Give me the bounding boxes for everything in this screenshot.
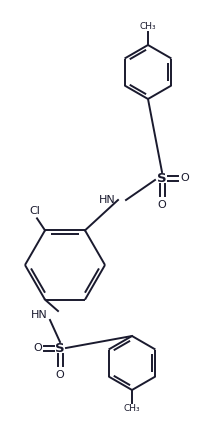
Text: CH₃: CH₃ bbox=[124, 404, 140, 413]
Text: HN: HN bbox=[99, 195, 116, 205]
Text: S: S bbox=[55, 342, 65, 354]
Text: O: O bbox=[33, 343, 42, 353]
Text: S: S bbox=[157, 172, 167, 184]
Text: O: O bbox=[158, 200, 166, 210]
Text: HN: HN bbox=[31, 310, 48, 320]
Text: CH₃: CH₃ bbox=[140, 22, 156, 31]
Text: Cl: Cl bbox=[29, 207, 40, 216]
Text: O: O bbox=[56, 370, 64, 380]
Text: O: O bbox=[180, 173, 189, 183]
